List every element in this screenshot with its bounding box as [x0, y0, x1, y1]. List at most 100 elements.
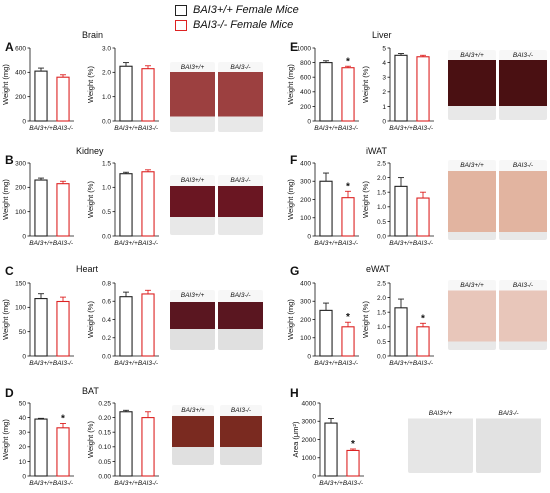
y-axis-label: Weight (mg) [1, 64, 10, 105]
panel-letter-a: A [5, 40, 14, 54]
photo-label: BAI3-/- [498, 410, 519, 417]
y-tick-label: 3 [382, 75, 386, 82]
significance-marker: * [346, 312, 350, 323]
chart-d-weight-mg: 0 10 20 30 40 50 Weight (mg) BAI3+/+ * BAI3-/- [0, 395, 80, 490]
bar-wt [119, 173, 133, 237]
photo-histology-ko: BAI3-/- [476, 408, 541, 473]
y-axis-label: Weight (%) [86, 301, 95, 338]
photo-label: BAI3+/+ [460, 162, 484, 169]
y-tick-label: 0 [312, 473, 316, 480]
y-tick-label: 400 [300, 89, 311, 96]
photo-label: BAI3+/+ [180, 292, 205, 299]
y-tick-label: 50 [19, 329, 27, 336]
photo-liver-ko: BAI3-/- [499, 50, 547, 120]
chart-f-weight-mg: 0 100 200 300 400 Weight (mg) BAI3+/+ * BAI3-/- [285, 155, 365, 250]
y-axis-label: Weight (mg) [286, 299, 295, 340]
chart-f-weight-pct: 0.0 0.5 1.0 1.5 2.0 2.5 Weight (%) BAI3+/+ BAI3-… [360, 155, 440, 250]
y-axis-label: Weight (%) [86, 66, 95, 103]
panel-title-brain: Brain [82, 30, 104, 40]
y-tick-label: 0.2 [102, 335, 111, 342]
y-axis-label: Weight (%) [86, 181, 95, 218]
x-category-label: BAI3+/+ [114, 125, 138, 132]
x-category-label: BAI3+/+ [314, 240, 338, 247]
y-tick-label: 2.0 [102, 70, 111, 77]
bar-ko [141, 68, 155, 122]
chart-b-weight-pct: 0.0 0.5 1.0 1.5 Weight (%) BAI3+/+ BAI3-/- [85, 155, 165, 250]
photo-bat-wt: BAI3+/+ [172, 405, 214, 465]
x-category-label: BAI3-/- [138, 480, 159, 487]
panel-title-ewat: eWAT [366, 264, 390, 274]
y-tick-label: 1.0 [377, 204, 386, 211]
bar-ko [141, 293, 155, 357]
photo-label: BAI3-/- [230, 64, 251, 71]
y-tick-label: 200 [300, 197, 311, 204]
y-axis-label: Weight (mg) [286, 179, 295, 220]
y-tick-label: 30 [19, 430, 27, 437]
photo-label: BAI3+/+ [181, 407, 205, 414]
legend-swatch-ko [175, 20, 187, 31]
y-tick-label: 0 [382, 118, 386, 125]
y-axis-label: Weight (mg) [1, 179, 10, 220]
chart-a-weight-mg: 0 200 400 600 Weight (mg) BAI3+/+ BAI3-/- [0, 40, 80, 135]
y-tick-label: 0 [22, 118, 26, 125]
bar-ko [416, 197, 430, 237]
y-tick-label: 1000 [302, 455, 317, 462]
y-tick-label: 400 [300, 280, 311, 287]
bar-ko [141, 417, 155, 477]
bar-wt [119, 296, 133, 357]
photo-label: BAI3+/+ [460, 52, 484, 59]
y-axis-label: Weight (%) [86, 421, 95, 458]
x-category-label: BAI3+/+ [114, 360, 138, 367]
bar-ko [56, 183, 70, 237]
y-tick-label: 1000 [297, 45, 312, 52]
y-tick-label: 40 [19, 415, 27, 422]
photo-iwat-wt: BAI3+/+ [448, 160, 496, 240]
bar-wt [319, 309, 333, 357]
y-tick-label: 100 [300, 335, 311, 342]
significance-marker: * [421, 313, 425, 324]
bar-ko [341, 326, 355, 357]
y-tick-label: 300 [300, 299, 311, 306]
y-tick-label: 0.00 [98, 473, 111, 480]
photo-label: BAI3-/- [230, 177, 251, 184]
y-tick-label: 0.0 [102, 118, 111, 125]
y-tick-label: 200 [15, 185, 26, 192]
photo-brain-wt: BAI3+/+ [170, 62, 215, 132]
legend-label-wt: BAI3+/+ Female Mice [193, 4, 299, 16]
x-category-label: BAI3+/+ [319, 480, 343, 487]
panel-letter-f: F [290, 153, 298, 167]
chart-h-area: 0 1000 2000 3000 4000 Area (μm²) BAI3+/+ * BAI3-… [290, 395, 370, 490]
bar-ko [416, 326, 430, 357]
photo-histology-wt: BAI3+/+ [408, 408, 473, 473]
y-tick-label: 2.0 [377, 295, 386, 302]
photo-heart-wt: BAI3+/+ [170, 290, 215, 350]
x-category-label: BAI3-/- [53, 125, 74, 132]
y-tick-label: 300 [15, 160, 26, 167]
x-category-label: BAI3+/+ [389, 125, 413, 132]
x-category-label: BAI3+/+ [29, 360, 53, 367]
y-tick-label: 0.0 [102, 233, 111, 240]
photo-label: BAI3+/+ [180, 64, 205, 71]
x-category-label: BAI3+/+ [114, 480, 138, 487]
y-tick-label: 0.25 [98, 400, 111, 407]
y-tick-label: 2.5 [377, 160, 386, 167]
y-tick-label: 200 [15, 94, 26, 101]
bar-ko [56, 300, 70, 357]
y-tick-label: 2 [382, 89, 386, 96]
x-category-label: BAI3-/- [338, 125, 359, 132]
bar-wt [394, 307, 408, 357]
photo-ewat-ko: BAI3-/- [499, 280, 547, 350]
panel-letter-g: G [290, 264, 300, 278]
x-category-label: BAI3+/+ [314, 360, 338, 367]
y-tick-label: 300 [300, 179, 311, 186]
chart-c-weight-mg: 0 50 100 150 Weight (mg) BAI3+/+ BAI3-/- [0, 275, 80, 370]
chart-e-weight-pct: 0 1 2 3 4 5 Weight (%) BAI3+/+ BAI3-/- [360, 40, 440, 135]
photo-heart-ko: BAI3-/- [218, 290, 263, 350]
y-tick-label: 0 [22, 233, 26, 240]
y-tick-label: 4000 [302, 400, 317, 407]
bar-wt [119, 65, 133, 122]
y-axis-label: Weight (mg) [1, 419, 10, 460]
x-category-label: BAI3+/+ [314, 125, 338, 132]
x-category-label: BAI3-/- [413, 240, 434, 247]
bar-ko [56, 427, 70, 477]
